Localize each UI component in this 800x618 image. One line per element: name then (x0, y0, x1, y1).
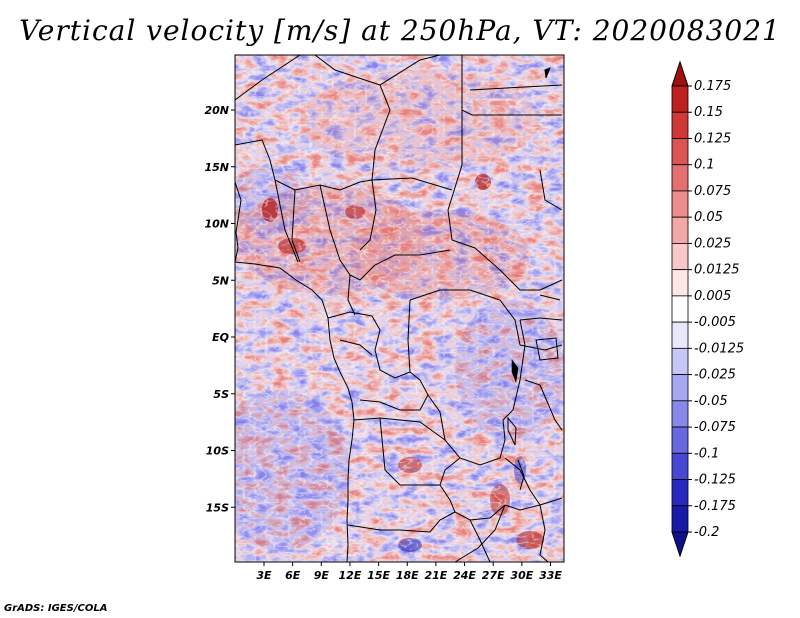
axes: 20N 15N 10N 5N EQ 5S 10S 15S 3E 6E 9E 12E 15E 18E 21E 2… (204, 104, 562, 582)
colorbar-swatch (671, 426, 689, 454)
grads-credit: GrADS: IGES/COLA (4, 603, 108, 614)
colorbar-label: -0.175 (694, 499, 736, 514)
colorbar-label: 0.0125 (694, 263, 740, 278)
colorbar-swatch (671, 295, 689, 323)
colorbar-label: -0.05 (694, 394, 728, 409)
velocity-field (235, 55, 564, 562)
colorbar-swatch (671, 190, 689, 218)
colorbar-label: 0.025 (694, 236, 731, 251)
lat-tick-label: EQ (212, 331, 229, 344)
colorbar-label: -0.025 (694, 368, 736, 383)
colorbar-label: 0.15 (694, 105, 723, 120)
lat-tick-label: 15S (206, 501, 229, 514)
colorbar-swatch (671, 347, 689, 375)
lon-tick-label: 18E (396, 569, 419, 582)
lon-tick-label: 24E (453, 569, 476, 582)
colorbar-bottom-arrow (671, 531, 689, 558)
colorbar-label: 0.125 (694, 131, 731, 146)
colorbar-swatch (671, 216, 689, 244)
colorbar-swatch (671, 85, 689, 113)
colorbar-swatch (671, 164, 689, 192)
colorbar-label: 0.075 (694, 184, 731, 199)
colorbar-swatch (671, 138, 689, 166)
lon-tick-label: 15E (367, 569, 390, 582)
lon-tick-label: 33E (539, 569, 562, 582)
lon-tick-label: 6E (285, 569, 301, 582)
lat-tick-label: 10S (206, 445, 229, 458)
coastline-west (235, 181, 242, 263)
map-title: Vertical velocity [m/s] at 250hPa, VT: 2… (19, 14, 781, 47)
colorbar-swatch (671, 111, 689, 139)
borders (235, 55, 563, 562)
lat-tick-label: 20N (204, 104, 229, 117)
lon-tick-label: 12E (339, 569, 362, 582)
colorbar-label: -0.2 (694, 525, 719, 540)
colorbar-swatch (671, 243, 689, 271)
colorbar-label: -0.075 (694, 420, 736, 435)
lat-tick-label: 15N (204, 161, 229, 174)
colorbar-swatch (671, 269, 689, 297)
colorbar-label: -0.125 (694, 473, 736, 488)
colorbar-swatch (671, 479, 689, 507)
lat-tick-label: 5S (213, 388, 229, 401)
lat-tick-label: 5N (212, 274, 229, 287)
lat-tick-label: 10N (204, 218, 229, 231)
colorbar-label: 0.005 (694, 289, 731, 304)
colorbar-label: 0.175 (694, 79, 731, 94)
lon-tick-label: 21E (424, 569, 447, 582)
colorbar-swatch (671, 321, 689, 349)
colorbar-swatch (671, 452, 689, 480)
colorbar-swatch (671, 374, 689, 402)
plot-frame (234, 54, 565, 563)
colorbar-label: 0.1 (694, 158, 715, 173)
colorbar-swatch (671, 505, 689, 533)
colorbar-top-arrow (671, 60, 689, 87)
lon-tick-label: 9E (314, 569, 330, 582)
lon-tick-label: 27E (482, 569, 505, 582)
colorbar-label: 0.05 (694, 210, 723, 225)
colorbar-label: -0.005 (694, 315, 736, 330)
colorbar: 0.175 0.15 0.125 0.1 0.075 0.05 0.025 0.0125 0.0… (671, 60, 744, 558)
colorbar-label: -0.0125 (694, 341, 744, 356)
lon-tick-label: 3E (256, 569, 272, 582)
coastline-southwest (235, 261, 355, 562)
colorbar-swatch (671, 400, 689, 428)
colorbar-label: -0.1 (694, 446, 719, 461)
lon-tick-label: 30E (510, 569, 533, 582)
